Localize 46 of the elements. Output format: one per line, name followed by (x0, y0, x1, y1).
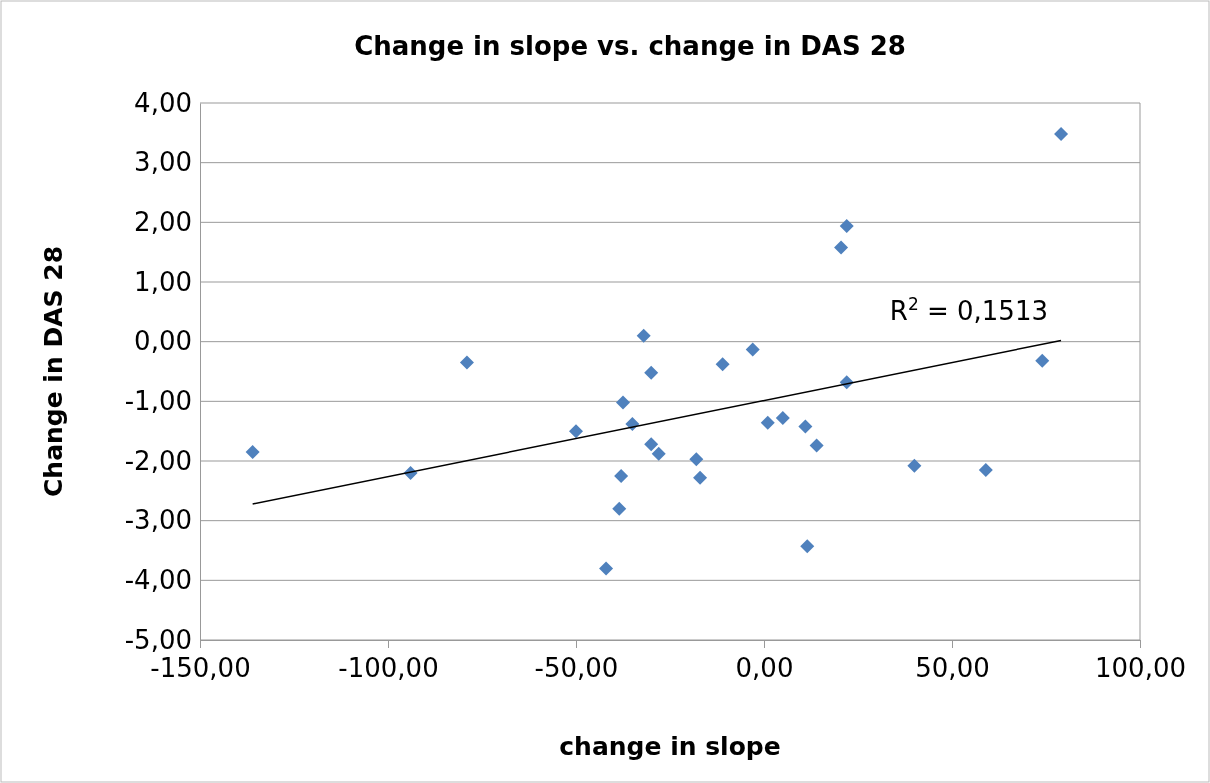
point (775, 411, 790, 426)
point (644, 365, 659, 380)
annotation: R$^{2}$ = 0,1513 (889, 294, 1048, 326)
y-tick-label: 3,00 (134, 147, 192, 178)
point (809, 438, 824, 453)
point (599, 561, 614, 576)
point (715, 357, 730, 372)
x-tick-label: 0,00 (735, 653, 794, 683)
point (636, 328, 651, 343)
y-tick-label: -1,00 (124, 386, 192, 417)
x-tick-label: -100,00 (338, 653, 439, 683)
point (616, 395, 630, 410)
point (1054, 127, 1069, 142)
y-tick-label: -5,00 (124, 624, 192, 655)
point (745, 342, 760, 357)
point (459, 355, 474, 370)
point (651, 446, 666, 461)
x-tick-label: -50,00 (534, 653, 619, 683)
x-tick-label: -150,00 (150, 653, 251, 683)
point (569, 424, 583, 439)
y-axis-title: Change in DAS 28 (39, 245, 68, 498)
point (614, 468, 629, 483)
y-tick-label: 4,00 (134, 87, 192, 118)
y-tick-label: 2,00 (134, 207, 192, 238)
x-axis-title: change in slope (559, 732, 781, 761)
point (245, 445, 260, 460)
y-tick-label: -2,00 (124, 445, 192, 476)
point (644, 437, 659, 452)
point (800, 539, 815, 554)
x-tick-label: 50,00 (915, 653, 990, 683)
point (693, 470, 708, 485)
x-tick-label: 100,00 (1095, 653, 1186, 683)
y-tick-label: -3,00 (124, 505, 192, 536)
point (798, 419, 813, 434)
point (907, 458, 922, 473)
chart-title: Change in slope vs. change in DAS 28 (354, 31, 906, 61)
point (612, 501, 627, 516)
point (689, 452, 704, 467)
point (978, 462, 993, 477)
point (839, 218, 854, 233)
point (834, 240, 849, 255)
y-tick-label: -4,00 (124, 565, 192, 596)
y-tick-label: 0,00 (134, 326, 192, 357)
y-tick-label: 1,00 (134, 266, 192, 297)
point (1035, 353, 1050, 368)
point (760, 415, 775, 430)
